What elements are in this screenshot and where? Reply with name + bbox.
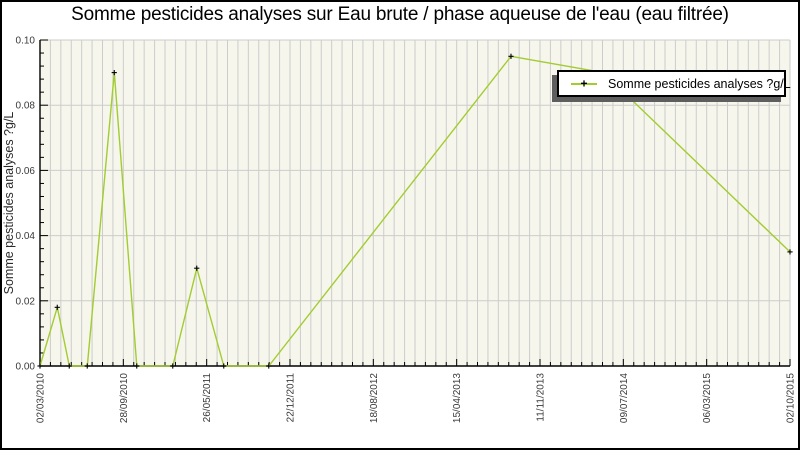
x-tick-date-label: 22/12/2011 [286,373,297,423]
x-tick-date-label: 02/10/2015 [786,373,797,423]
x-tick-date-label: 09/07/2014 [619,373,630,423]
x-tick-date-label: 26/05/2011 [202,373,213,423]
y-tick-label: 0.00 [16,362,36,373]
y-tick-label: 0.04 [16,231,36,242]
point-markers [37,53,793,369]
y-tick-label: 0.06 [16,166,36,177]
x-axis-ticks [39,359,791,366]
x-tick-date-label: 02/03/2010 [36,373,47,423]
y-axis-title-text: Somme pesticides analyses ?g/L [2,112,16,295]
legend-box: + Somme pesticides analyses ?g/L [557,70,791,97]
x-tick-date-label: 11/11/2013 [536,373,547,422]
y-axis-ticks [40,39,48,367]
x-tick-date-label: 18/08/2012 [369,373,380,423]
y-tick-label: 0.10 [16,36,36,47]
chart-title: Somme pesticides analyses sur Eau brute … [71,4,729,25]
legend-plus-marker-icon: + [571,77,597,91]
x-tick-labels: 02/03/2010 28/09/2010 26/05/2011 22/12/2011… [36,373,797,423]
y-tick-label: 0.02 [16,296,36,307]
x-tick-date-label: 28/09/2010 [119,373,130,423]
x-tick-date-label: 15/04/2013 [452,373,463,423]
x-tick-date-label: 06/03/2015 [702,373,713,423]
y-tick-labels: 0.00 0.02 0.04 0.06 0.08 0.10 [16,36,36,373]
vertical-gridlines [49,40,791,366]
legend-line-swatch [571,82,597,85]
legend-label: Somme pesticides analyses ?g/L [608,76,791,91]
y-tick-label: 0.08 [16,101,36,112]
y-axis-title: Somme pesticides analyses ?g/L [2,112,16,295]
horizontal-gridlines [40,39,790,302]
legend-plus-glyph: + [580,76,588,91]
